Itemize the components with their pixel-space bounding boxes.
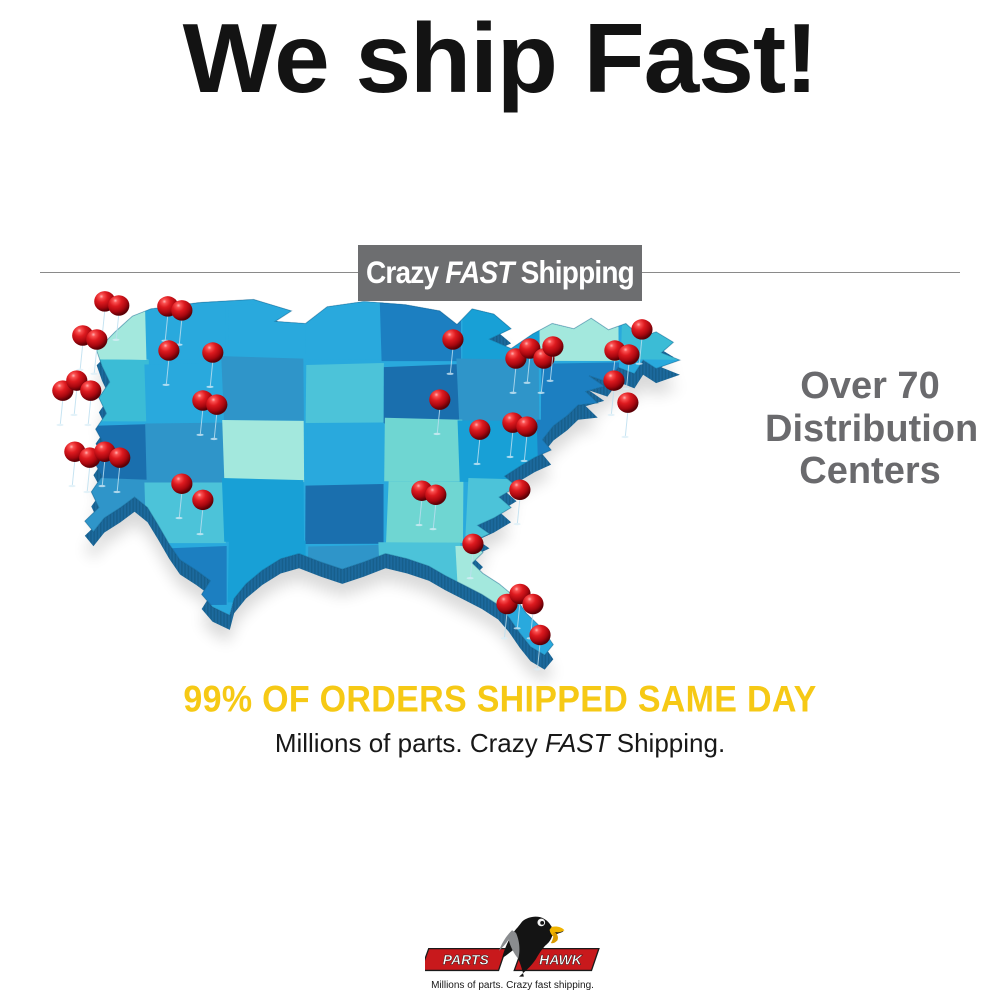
svg-text:HAWK: HAWK: [539, 951, 583, 967]
svg-text:PARTS: PARTS: [443, 951, 490, 967]
